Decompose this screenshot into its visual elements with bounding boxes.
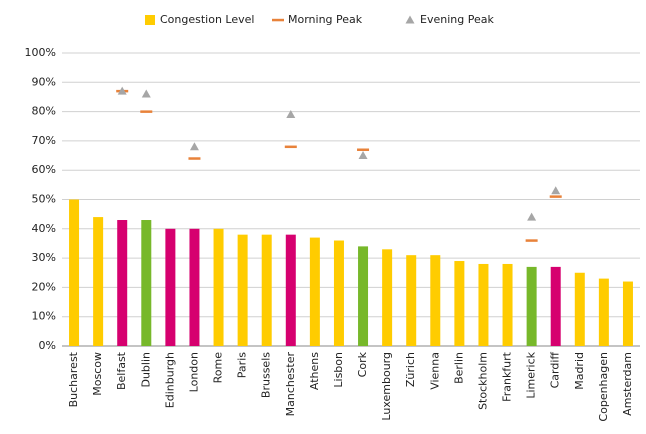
x-tick-label: Rome: [212, 352, 225, 384]
x-tick-label: Madrid: [573, 352, 586, 390]
x-tick-label: Cork: [356, 351, 369, 377]
x-tick-label: Vienna: [428, 352, 441, 390]
bar: [406, 255, 417, 346]
x-tick-label: Cardiff: [549, 352, 562, 389]
y-tick-label: 10%: [32, 310, 56, 323]
y-tick-label: 80%: [32, 105, 56, 118]
bar: [526, 266, 537, 346]
x-tick-label: Bucharest: [67, 351, 80, 407]
x-tick-label: Dublin: [139, 352, 152, 388]
x-tick-label: Paris: [236, 352, 249, 378]
x-tick-label: Copenhagen: [597, 352, 610, 422]
legend-swatch: [272, 18, 284, 22]
bar: [117, 220, 128, 346]
x-tick-label: Moscow: [91, 352, 104, 396]
morning-marker: [188, 157, 201, 160]
morning-marker: [284, 145, 297, 149]
bar: [358, 246, 369, 346]
x-tick-label: Belfast: [115, 351, 128, 390]
x-tick-label: Manchester: [284, 352, 297, 417]
y-tick-label: 70%: [32, 134, 56, 147]
evening-marker: [551, 186, 561, 195]
bar: [141, 220, 152, 346]
bar: [430, 255, 441, 346]
morning-marker: [525, 239, 538, 242]
bar: [237, 234, 248, 346]
morning-marker: [357, 148, 370, 151]
x-tick-label: Frankfurt: [501, 351, 514, 401]
bar: [333, 240, 344, 346]
y-tick-label: 100%: [25, 46, 56, 59]
evening-marker: [189, 142, 199, 151]
bar: [454, 261, 465, 346]
y-tick-label: 0%: [39, 339, 56, 352]
bar: [382, 249, 393, 346]
y-tick-label: 30%: [32, 251, 56, 264]
bar: [285, 234, 296, 346]
legend-swatch: [145, 15, 155, 25]
evening-marker: [286, 110, 296, 119]
morning-marker: [549, 195, 562, 198]
x-tick-label: Edinburgh: [163, 352, 176, 408]
evening-marker: [117, 86, 127, 95]
x-tick-label: Athens: [308, 352, 321, 390]
bar: [189, 228, 200, 346]
evening-marker: [358, 151, 368, 160]
bar: [93, 217, 104, 346]
y-tick-label: 40%: [32, 222, 56, 235]
morning-marker: [140, 110, 153, 113]
bar: [213, 228, 224, 346]
bar: [550, 266, 561, 346]
x-tick-label: Luxembourg: [380, 352, 393, 421]
y-tick-label: 90%: [32, 75, 56, 88]
bar: [165, 228, 176, 346]
bar: [69, 199, 80, 346]
bar: [598, 278, 609, 346]
legend-label: Evening Peak: [420, 13, 494, 26]
bar: [478, 263, 489, 346]
bar: [261, 234, 272, 346]
evening-marker: [527, 212, 537, 221]
x-tick-label: Lisbon: [332, 352, 345, 388]
x-tick-label: Limerick: [525, 351, 538, 398]
legend-swatch: [405, 15, 415, 24]
bar: [622, 281, 633, 346]
x-tick-label: Berlin: [452, 352, 465, 384]
evening-marker: [141, 89, 151, 98]
x-tick-label: Amsterdam: [621, 352, 634, 416]
bar: [502, 263, 513, 346]
x-tick-label: Zürich: [404, 352, 417, 387]
x-tick-label: Brussels: [260, 352, 273, 398]
x-tick-label: Stockholm: [476, 352, 489, 410]
y-tick-label: 60%: [32, 163, 56, 176]
y-tick-label: 50%: [32, 193, 56, 206]
legend-label: Congestion Level: [160, 13, 254, 26]
x-tick-label: London: [187, 352, 200, 392]
legend-label: Morning Peak: [288, 13, 363, 26]
bar: [309, 237, 320, 346]
bar: [574, 272, 585, 346]
y-tick-label: 20%: [32, 280, 56, 293]
